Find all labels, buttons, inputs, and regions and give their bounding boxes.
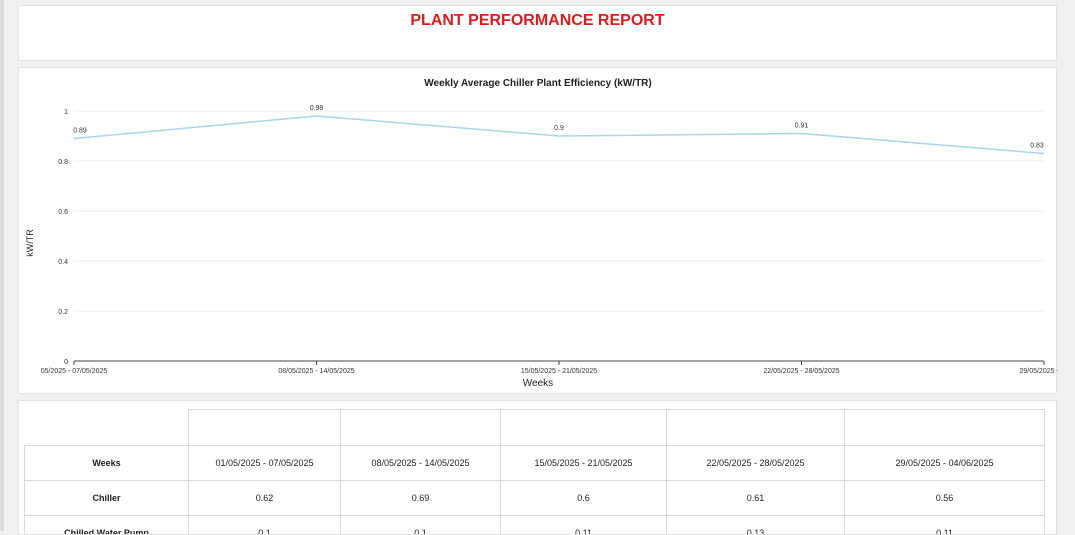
chart-title: Weekly Average Chiller Plant Efficiency …	[424, 78, 651, 89]
table-blank-cell	[667, 410, 845, 446]
table-cell: 0.62	[189, 481, 341, 516]
table-row: Chiller 0.62 0.69 0.6 0.61 0.56	[25, 481, 1045, 516]
y-tick-label: 0.8	[58, 159, 68, 166]
y-tick-label: 0.4	[58, 259, 68, 266]
table-row: Chilled Water Pump 0.1 0.1 0.11 0.13 0.1…	[25, 516, 1045, 535]
x-tick-label: 29/05/2025 - 04	[1019, 368, 1058, 375]
table-cell: 0.56	[845, 481, 1045, 516]
efficiency-series-line	[74, 116, 1044, 154]
table-cell: 0.1	[341, 516, 501, 535]
y-tick-label: 1	[64, 109, 68, 116]
table-cell: 0.61	[667, 481, 845, 516]
table-blank-cell	[189, 410, 341, 446]
x-tick-label: 15/05/2025 - 21/05/2025	[521, 368, 597, 375]
data-label: 0.83	[1030, 143, 1044, 150]
table-blank-header-row	[25, 410, 1045, 446]
performance-table: Weeks 01/05/2025 - 07/05/2025 08/05/2025…	[24, 409, 1045, 535]
x-axis-title: Weeks	[523, 378, 553, 389]
report-title: PLANT PERFORMANCE REPORT	[19, 12, 1056, 30]
table-column-header: 22/05/2025 - 28/05/2025	[667, 446, 845, 481]
table-cell: 0.69	[341, 481, 501, 516]
window-left-edge	[0, 0, 4, 531]
report-header-card: PLANT PERFORMANCE REPORT	[18, 5, 1057, 61]
table-cell: 0.13	[667, 516, 845, 535]
x-tick-label: 08/05/2025 - 14/05/2025	[278, 368, 354, 375]
performance-table-card: Weeks 01/05/2025 - 07/05/2025 08/05/2025…	[18, 400, 1057, 535]
table-cell: 0.11	[845, 516, 1045, 535]
table-blank-cell	[341, 410, 501, 446]
table-cell: 0.1	[189, 516, 341, 535]
table-header-weeks: Weeks	[25, 446, 189, 481]
data-label: 0.91	[795, 123, 809, 130]
table-header-row: Weeks 01/05/2025 - 07/05/2025 08/05/2025…	[25, 446, 1045, 481]
efficiency-line-chart: Weekly Average Chiller Plant Efficiency …	[19, 68, 1058, 395]
data-label: 0.9	[554, 125, 564, 132]
table-blank-cell	[845, 410, 1045, 446]
table-blank-cell	[25, 410, 189, 446]
data-label: 0.98	[310, 105, 324, 112]
table-column-header: 01/05/2025 - 07/05/2025	[189, 446, 341, 481]
table-column-header: 29/05/2025 - 04/06/2025	[845, 446, 1045, 481]
table-column-header: 08/05/2025 - 14/05/2025	[341, 446, 501, 481]
table-row-label: Chilled Water Pump	[25, 516, 189, 535]
table-cell: 0.6	[501, 481, 667, 516]
table-blank-cell	[501, 410, 667, 446]
efficiency-chart-card: Weekly Average Chiller Plant Efficiency …	[18, 67, 1057, 394]
y-tick-label: 0	[64, 359, 68, 366]
table-row-label: Chiller	[25, 481, 189, 516]
y-axis-title: kW/TR	[25, 229, 35, 257]
x-tick-label: 22/05/2025 - 28/05/2025	[763, 368, 839, 375]
data-label: 0.89	[73, 128, 87, 135]
table-cell: 0.11	[501, 516, 667, 535]
x-tick-label: 05/2025 - 07/05/2025	[41, 368, 108, 375]
y-tick-label: 0.2	[58, 309, 68, 316]
y-tick-label: 0.6	[58, 209, 68, 216]
table-column-header: 15/05/2025 - 21/05/2025	[501, 446, 667, 481]
